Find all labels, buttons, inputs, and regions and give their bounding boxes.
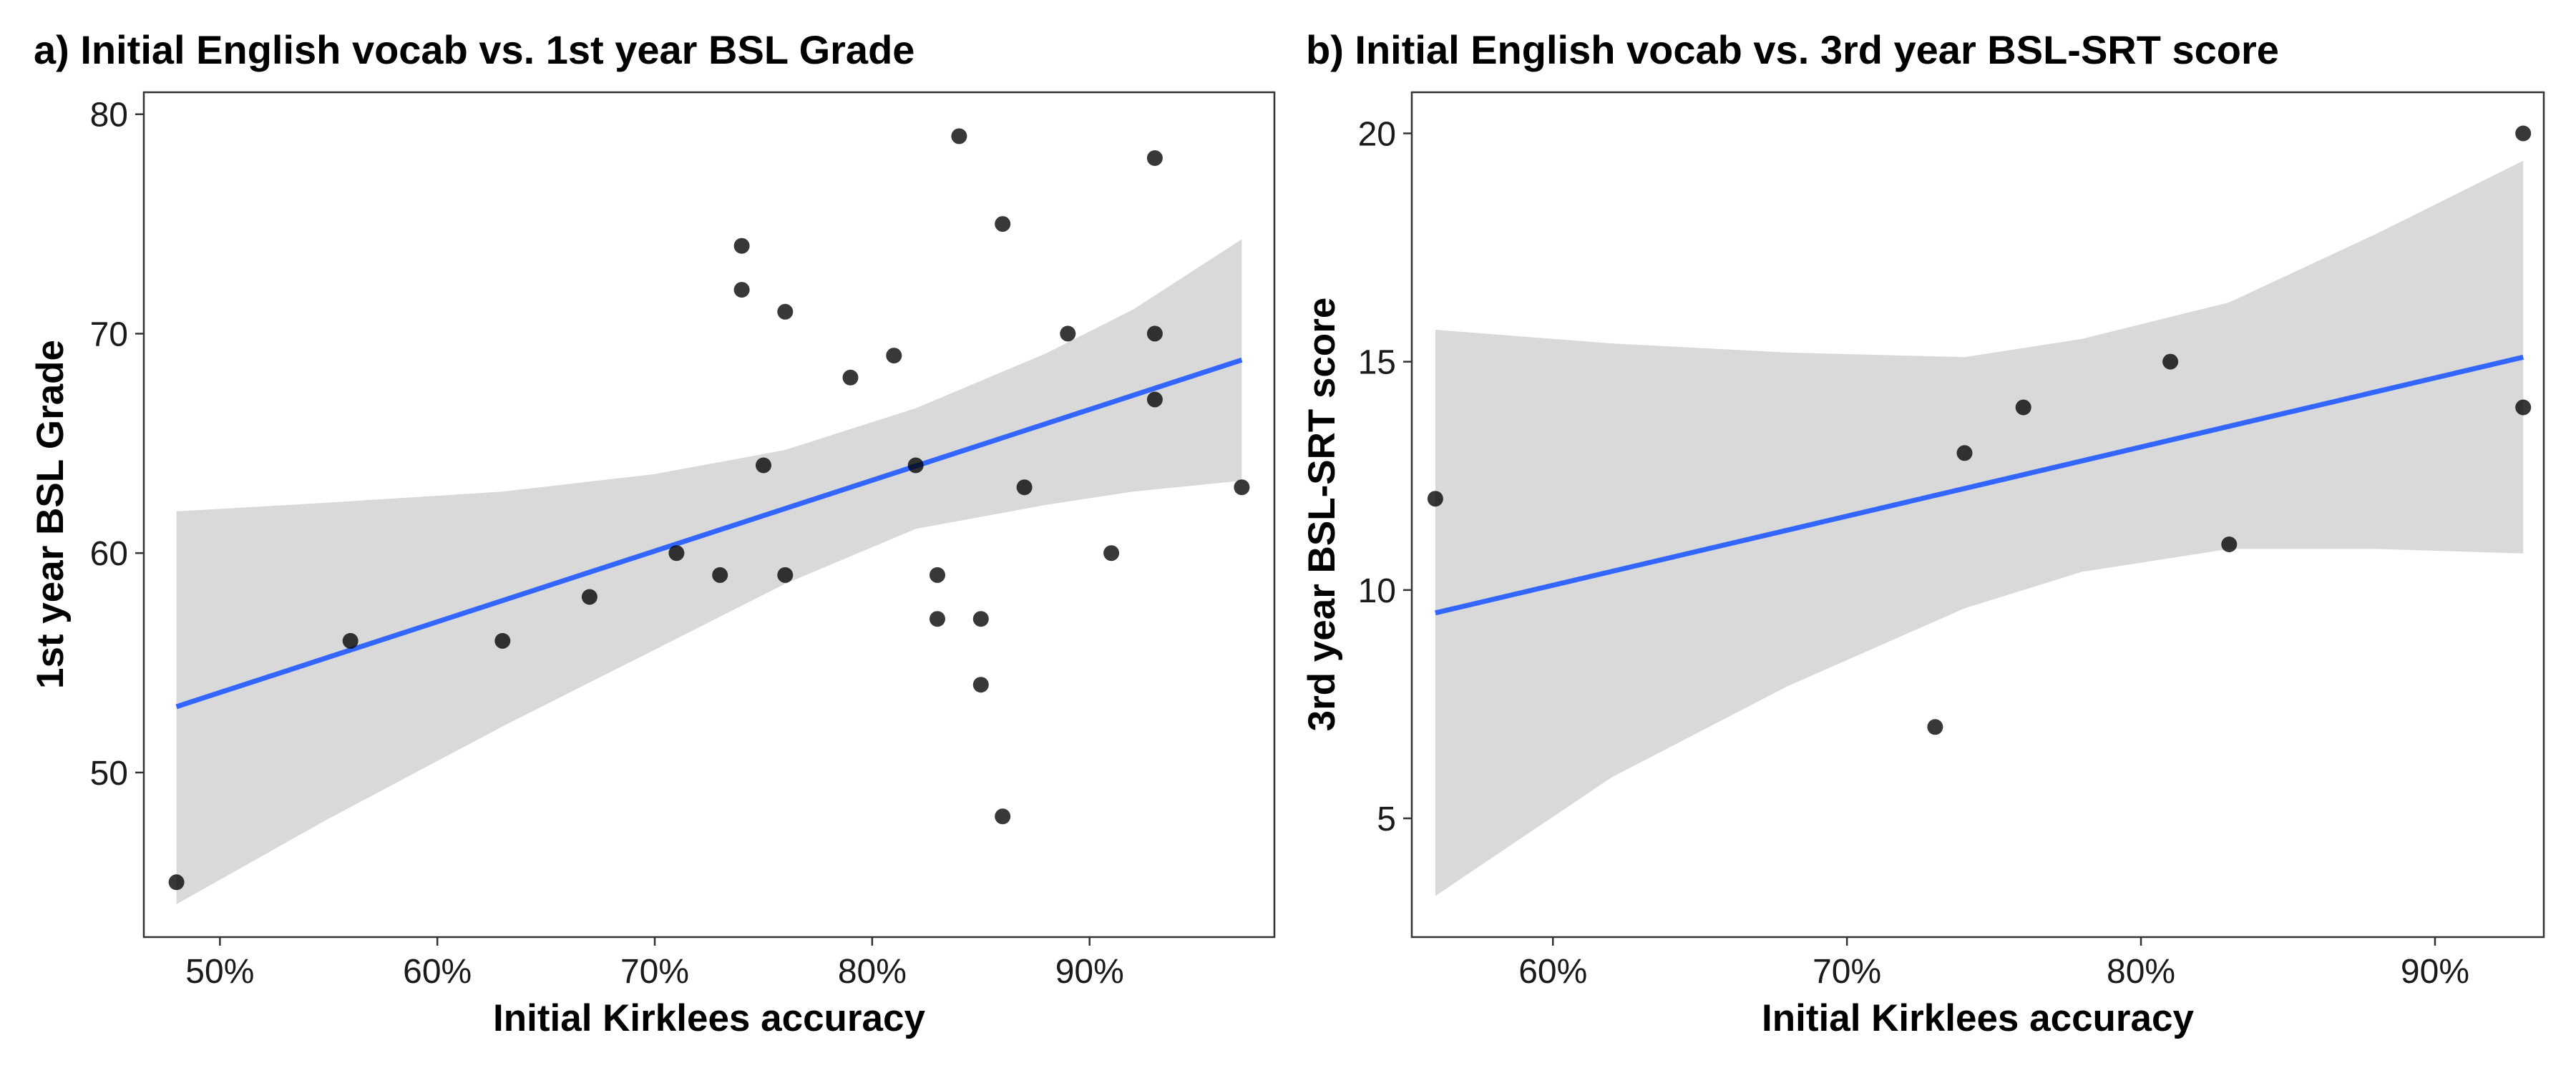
y-tick-label: 20 xyxy=(1358,115,1396,153)
panel-a-confidence-band xyxy=(176,239,1242,904)
panel-b-confidence-band xyxy=(1435,160,2524,896)
data-point xyxy=(951,128,967,144)
data-point xyxy=(712,567,728,583)
data-point xyxy=(342,632,358,649)
x-tick-label: 90% xyxy=(1055,953,1124,991)
data-point xyxy=(2221,536,2238,552)
x-tick-label: 70% xyxy=(620,953,689,991)
panel-a-fit-line xyxy=(175,357,1243,710)
y-tick-label: 5 xyxy=(1377,800,1396,838)
confidence-band-area xyxy=(1435,160,2524,896)
data-point xyxy=(886,348,902,364)
x-tick-label: 60% xyxy=(1518,953,1587,991)
panel-b-y-axis-title: 3rd year BSL-SRT score xyxy=(1301,298,1343,732)
data-point xyxy=(1103,545,1120,562)
panel-b-y-axis: 5 10 15 20 xyxy=(1358,115,1412,838)
panel-a-x-axis-title: Initial Kirklees accuracy xyxy=(493,997,925,1039)
data-point xyxy=(2015,399,2031,416)
data-point xyxy=(1146,325,1163,342)
data-point xyxy=(930,567,945,583)
data-point xyxy=(1234,479,1250,496)
x-tick-label: 70% xyxy=(1813,953,1881,991)
panel-b-fit-line xyxy=(1435,354,2524,616)
panel-a-title: a) Initial English vocab vs. 1st year BS… xyxy=(34,27,914,72)
data-point xyxy=(1146,150,1163,166)
y-tick-label: 60 xyxy=(90,535,128,573)
x-tick-label: 90% xyxy=(2401,953,2469,991)
x-tick-label: 50% xyxy=(185,953,254,991)
panel-b-x-axis-title: Initial Kirklees accuracy xyxy=(1762,997,2194,1039)
y-tick-label: 70 xyxy=(90,315,128,353)
data-point xyxy=(907,457,924,474)
data-point xyxy=(2162,353,2179,370)
data-point xyxy=(581,589,597,605)
panel-b-title: b) Initial English vocab vs. 3rd year BS… xyxy=(1306,27,2279,72)
panel-a-points xyxy=(168,128,1250,891)
panel-a-x-axis: 50% 60% 70% 80% 90% xyxy=(185,937,1124,991)
panel-a: a) Initial English vocab vs. 1st year BS… xyxy=(29,27,1276,1039)
panel-a-plot-border xyxy=(142,91,1276,939)
data-point xyxy=(1060,325,1076,342)
data-point xyxy=(494,632,511,649)
panel-b: b) Initial English vocab vs. 3rd year BS… xyxy=(1301,27,2545,1039)
x-tick-label: 80% xyxy=(838,953,907,991)
x-tick-label: 80% xyxy=(2107,953,2175,991)
data-point xyxy=(777,567,794,583)
data-point xyxy=(2515,399,2532,416)
y-tick-label: 10 xyxy=(1358,572,1396,610)
panel-a-y-axis-title: 1st year BSL Grade xyxy=(29,340,72,689)
y-tick-label: 15 xyxy=(1358,344,1396,382)
data-point xyxy=(1427,491,1443,507)
x-tick-label: 60% xyxy=(403,953,472,991)
y-tick-label: 80 xyxy=(90,97,128,134)
panel-b-x-axis: 60% 70% 80% 90% xyxy=(1518,937,2469,991)
data-point xyxy=(842,369,859,386)
data-point xyxy=(777,303,794,320)
y-tick-label: 50 xyxy=(90,755,128,793)
data-point xyxy=(1956,445,1973,461)
data-point xyxy=(756,457,771,474)
data-point xyxy=(972,677,989,693)
data-point xyxy=(1927,719,1943,735)
regression-line xyxy=(175,357,1243,710)
panel-b-plot-border xyxy=(1410,91,2545,939)
data-point xyxy=(168,874,185,891)
data-point xyxy=(1146,391,1163,408)
data-point xyxy=(972,611,989,627)
data-point xyxy=(995,216,1011,232)
data-point xyxy=(733,237,750,254)
data-point xyxy=(2515,125,2532,142)
confidence-band-area xyxy=(176,239,1242,904)
panel-b-points xyxy=(1427,125,2532,735)
data-point xyxy=(995,808,1011,825)
regression-line xyxy=(1435,354,2524,616)
data-point xyxy=(1016,479,1033,496)
data-point xyxy=(733,282,750,298)
data-point xyxy=(930,611,945,627)
panel-a-y-axis: 50 60 70 80 xyxy=(90,97,144,793)
data-point xyxy=(668,545,685,562)
